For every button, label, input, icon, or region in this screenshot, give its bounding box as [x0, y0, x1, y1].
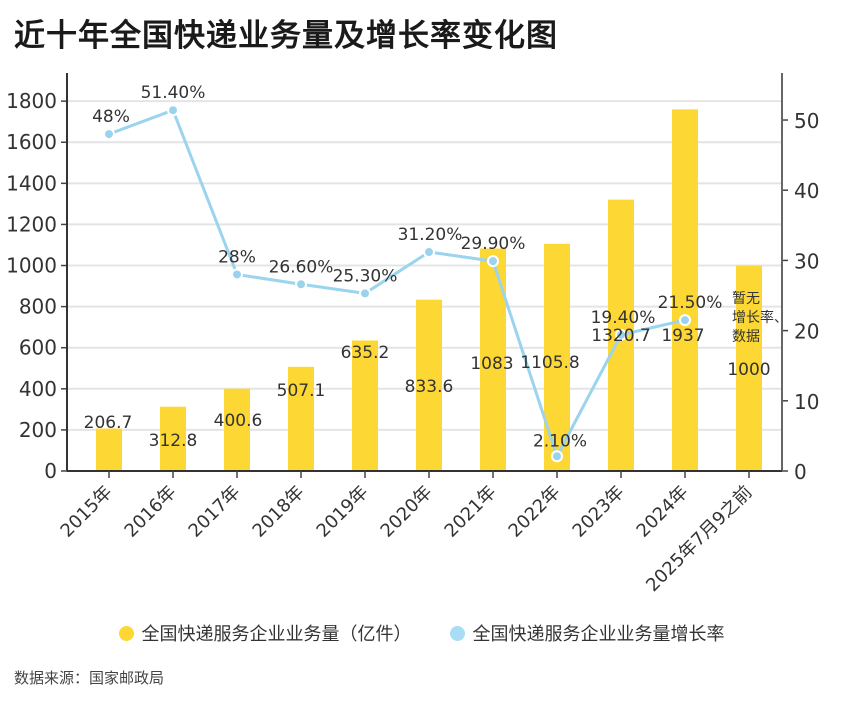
- no-data-annotation: 数据: [732, 329, 760, 345]
- x-axis-tick-label: 2015年: [57, 482, 117, 542]
- x-axis-tick-label: 2020年: [377, 482, 437, 542]
- legend-label-volume: 全国快递服务企业业务量（亿件）: [141, 624, 412, 645]
- line-value-label: 19.40%: [591, 308, 656, 328]
- line-value-label: 29.90%: [461, 234, 526, 254]
- left-axis-tick-label: 400: [19, 377, 57, 401]
- bar-value-label: 1083: [470, 354, 513, 374]
- growth-rate-point: [167, 104, 179, 117]
- left-axis-tick-label: 1600: [6, 130, 57, 154]
- chart-title: 近十年全国快递业务量及增长率变化图: [14, 18, 558, 54]
- bar: [416, 299, 442, 471]
- line-value-label: 48%: [92, 107, 130, 127]
- growth-rate-point: [359, 287, 371, 300]
- legend-item-growth[interactable]: 全国快递服务企业业务量增长率: [449, 620, 725, 646]
- bar-value-label: 1105.8: [520, 353, 579, 373]
- legend-item-volume[interactable]: 全国快递服务企业业务量（亿件）: [118, 620, 412, 646]
- bar-value-label: 1320.7: [591, 326, 650, 346]
- bar-value-label: 312.8: [149, 431, 198, 451]
- bar-value-label: 1000: [727, 360, 770, 380]
- growth-rate-point: [679, 314, 691, 327]
- x-axis-tick-label: 2019年: [313, 482, 373, 542]
- left-axis-tick-label: 1200: [6, 212, 57, 236]
- line-series: [103, 104, 691, 463]
- growth-rate-point: [423, 245, 435, 258]
- left-axis-tick-label: 1800: [6, 89, 57, 113]
- right-axis-tick-label: 0: [794, 460, 807, 484]
- legend-marker-growth: [449, 625, 465, 641]
- x-axis-tick-label: 2023年: [569, 482, 629, 542]
- bar-value-label: 833.6: [405, 377, 454, 397]
- no-data-annotation: 增长率、: [732, 309, 788, 326]
- bar: [224, 388, 250, 471]
- bar: [672, 109, 698, 471]
- legend-label-growth: 全国快递服务企业业务量增长率: [472, 624, 725, 645]
- data-labels: 206.7 312.8 400.6 507.1 635.2 833.6 1083 1105.8…: [84, 83, 788, 451]
- bar-value-label: 206.7: [84, 413, 133, 433]
- line-value-label: 26.60%: [269, 257, 334, 277]
- line-value-label: 31.20%: [398, 225, 463, 245]
- bar-value-label: 635.2: [341, 343, 390, 363]
- x-axis-tick-label: 2022年: [505, 482, 565, 542]
- bar: [352, 340, 378, 471]
- growth-rate-point: [551, 450, 563, 463]
- right-axis-tick-label: 20: [794, 320, 819, 344]
- left-axis-tick-label: 0: [44, 459, 57, 483]
- right-axis-tick-label: 50: [794, 109, 819, 133]
- legend-marker-volume: [118, 625, 134, 641]
- x-axis-tick-label: 2017年: [185, 482, 245, 542]
- bar-value-label: 400.6: [214, 411, 263, 431]
- legend: 全国快递服务企业业务量（亿件） 全国快递服务企业业务量增长率: [0, 620, 843, 646]
- bar: [736, 265, 762, 471]
- right-axis-tick-label: 10: [794, 390, 819, 414]
- growth-rate-point: [615, 328, 627, 341]
- left-axis-tick-label: 800: [19, 295, 57, 319]
- right-axis-tick-label: 40: [794, 179, 819, 203]
- growth-rate-point: [487, 255, 499, 268]
- right-axis-tick-label: 30: [794, 249, 819, 273]
- bar-series: [96, 109, 762, 471]
- bar: [288, 366, 314, 471]
- bar: [96, 428, 122, 471]
- x-axis-tick-label: 2024年: [633, 482, 693, 542]
- growth-rate-point: [103, 128, 115, 141]
- bar-value-label: 1937: [661, 326, 704, 346]
- left-axis-tick-label: 1400: [6, 171, 57, 195]
- x-axis-tick-label: 2016年: [121, 482, 181, 542]
- x-axis-tick-label: 2018年: [249, 482, 309, 542]
- data-source: 数据来源：国家邮政局: [14, 669, 165, 687]
- bar: [160, 406, 186, 471]
- left-axis-tick-label: 200: [19, 418, 57, 442]
- line-value-label: 51.40%: [141, 83, 206, 103]
- growth-rate-point: [295, 278, 307, 291]
- growth-rate-point: [231, 268, 243, 281]
- combo-chart: 0 200 400 600 800 1000 1200 1400 1600 1800 0 10 20 30…: [6, 73, 819, 596]
- left-axis-tick-label: 1000: [6, 254, 57, 278]
- growth-rate-line: [108, 108, 686, 458]
- line-value-label: 2.10%: [533, 431, 587, 451]
- left-axis-tick-label: 600: [19, 336, 57, 360]
- x-axis-tick-label: 2021年: [441, 482, 501, 542]
- line-value-label: 21.50%: [658, 293, 723, 313]
- line-value-label: 25.30%: [333, 266, 398, 286]
- line-value-label: 28%: [218, 247, 256, 267]
- bar-value-label: 507.1: [277, 381, 326, 401]
- no-data-annotation: 暂无: [732, 291, 760, 307]
